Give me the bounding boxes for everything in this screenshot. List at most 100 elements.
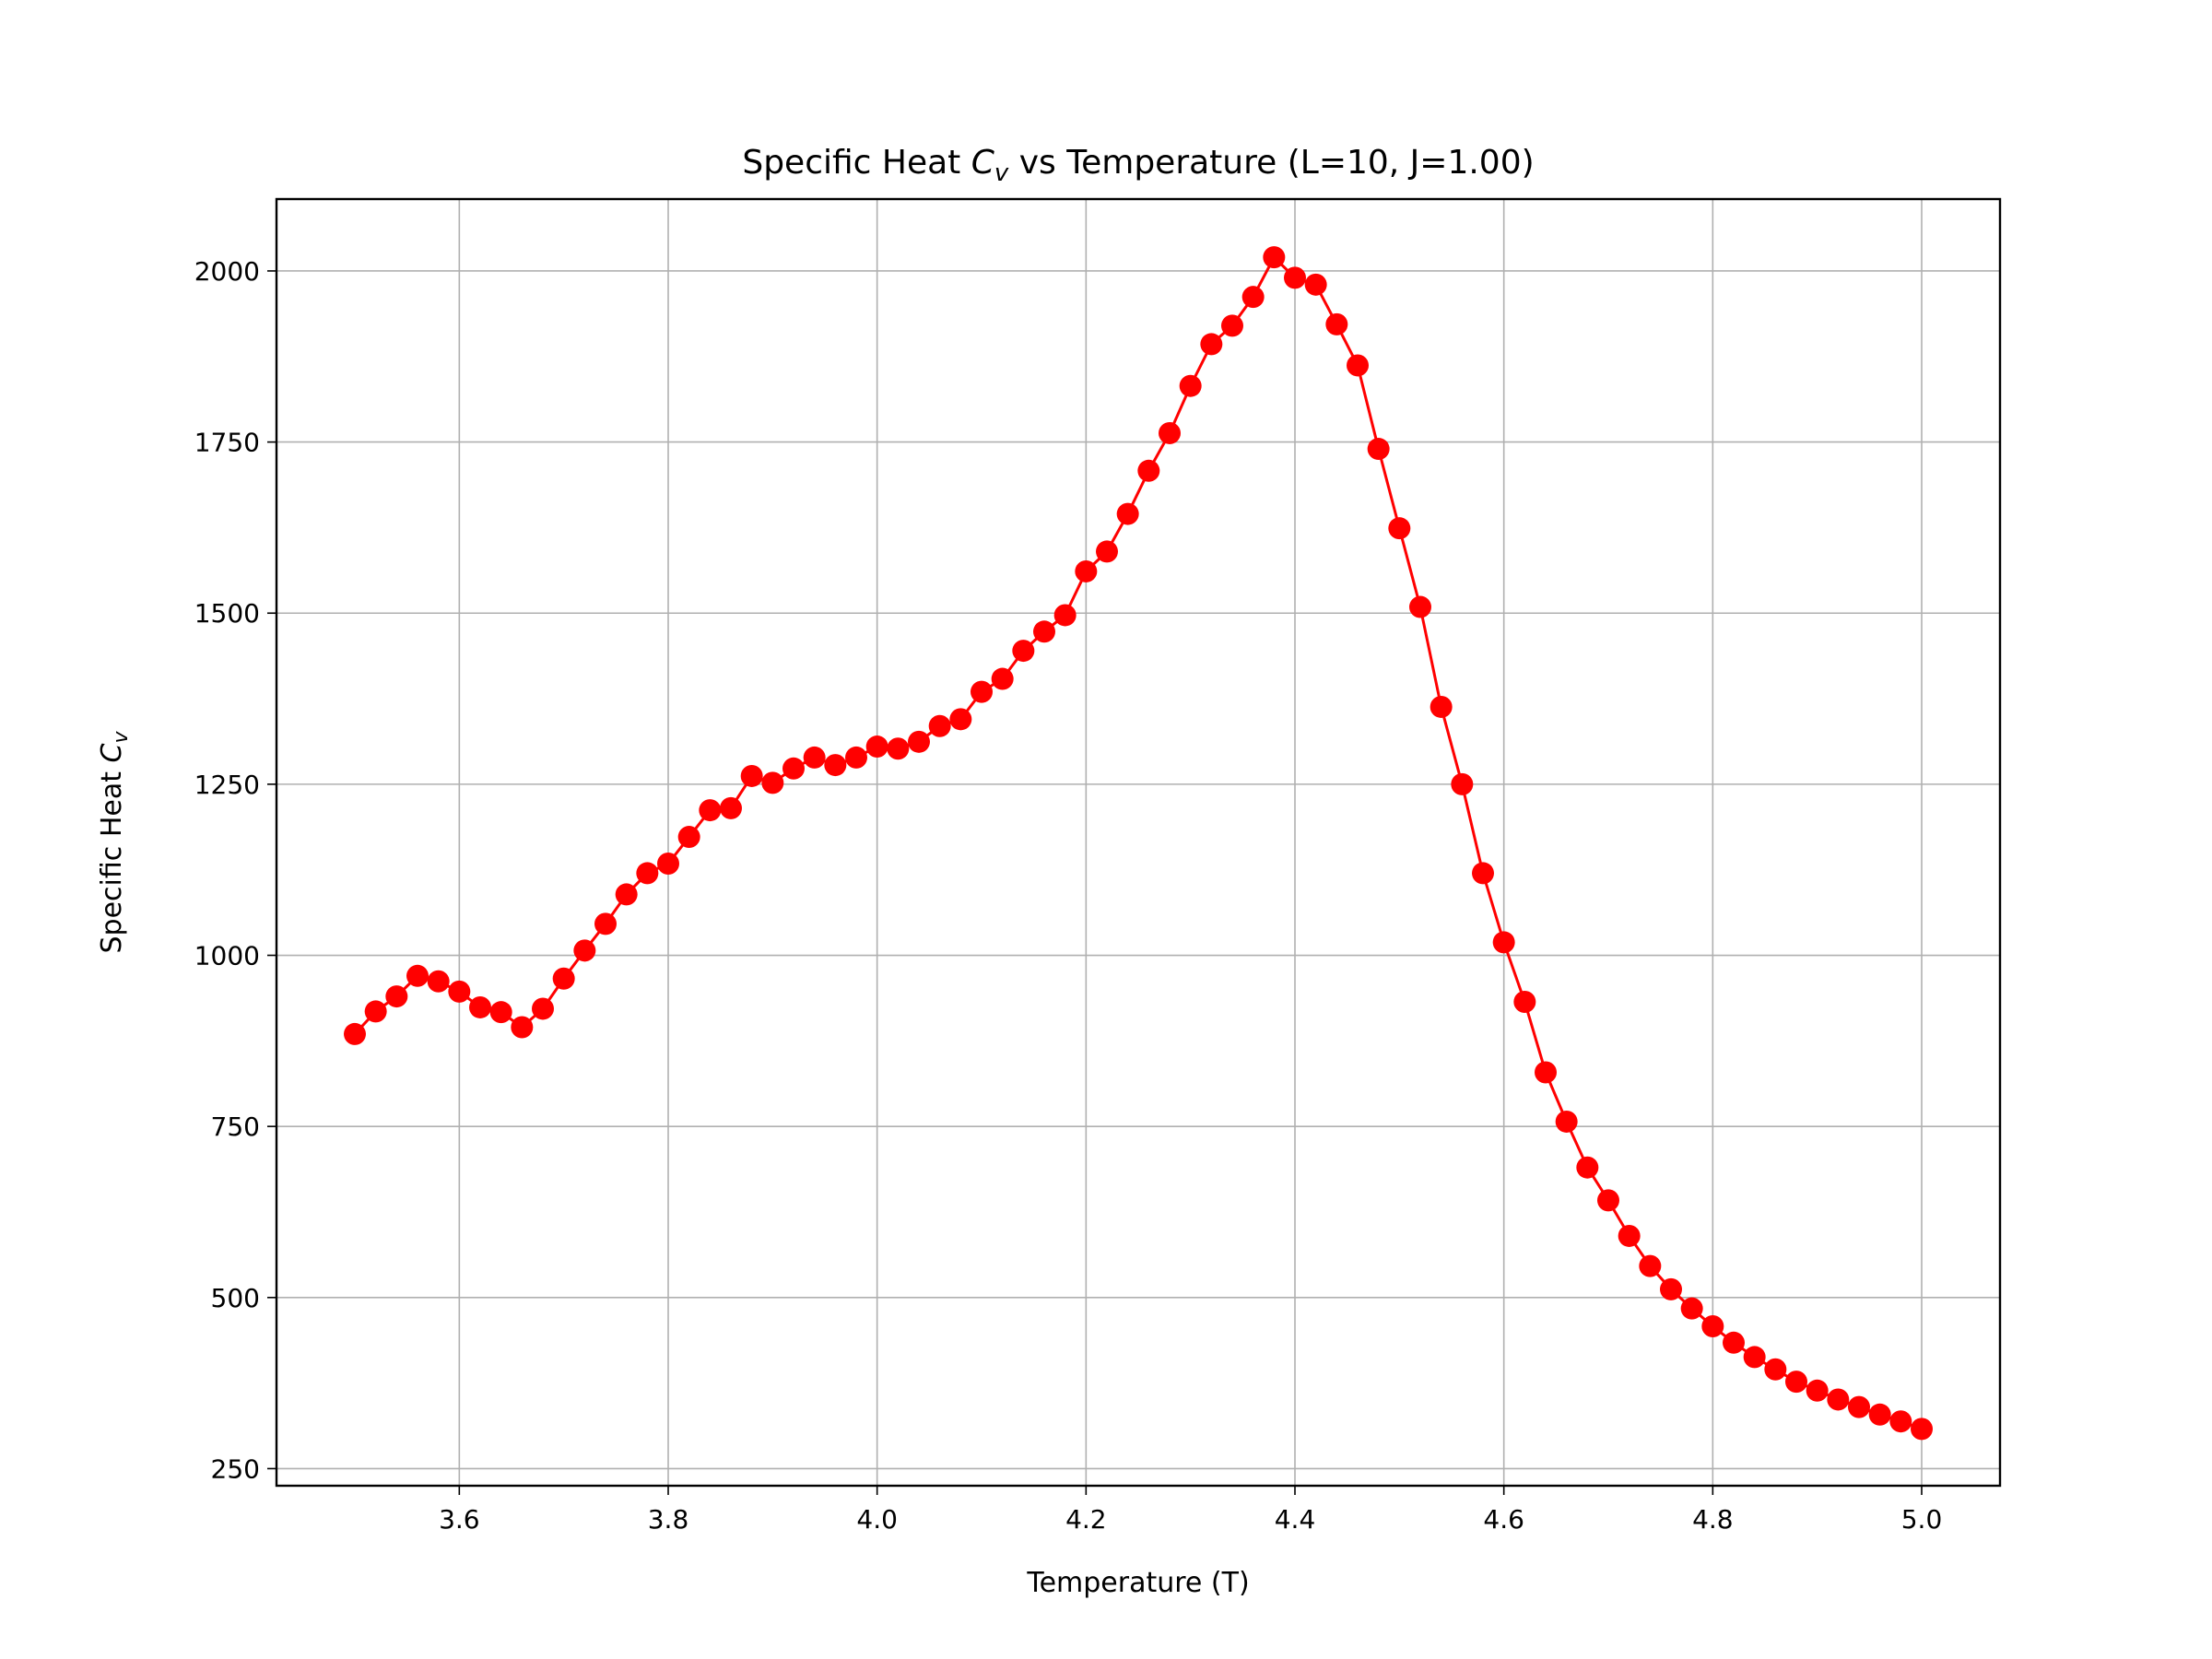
data-point xyxy=(1430,695,1453,718)
data-point xyxy=(971,680,993,703)
x-tick-label: 4.0 xyxy=(856,1504,898,1535)
data-point xyxy=(908,730,930,753)
data-point xyxy=(1012,640,1035,663)
data-point xyxy=(1075,559,1098,582)
ticks: 3.6 3.8 4.0 4.2 4.4 4.6 4.8 5.0 250 500 750 1000 125… xyxy=(194,256,1943,1535)
data-point xyxy=(1743,1346,1766,1369)
data-point xyxy=(1325,312,1348,335)
data-point xyxy=(824,754,847,777)
data-point xyxy=(1723,1331,1745,1354)
data-point xyxy=(677,826,700,849)
data-point xyxy=(1284,266,1306,289)
x-tick-label: 5.0 xyxy=(1901,1504,1943,1535)
data-point xyxy=(1367,438,1390,461)
y-axis-label: Specific Heat Cv xyxy=(96,731,133,954)
data-point xyxy=(364,1000,387,1023)
data-point xyxy=(1827,1388,1850,1411)
x-tick-label: 3.8 xyxy=(648,1504,689,1535)
data-point xyxy=(991,667,1014,690)
data-point xyxy=(928,714,951,737)
data-point xyxy=(636,862,659,885)
data-point xyxy=(1889,1410,1912,1433)
y-tick-label: 2000 xyxy=(194,256,260,287)
data-point xyxy=(615,883,638,906)
y-tick-label: 1750 xyxy=(194,428,260,458)
data-point xyxy=(1868,1403,1891,1426)
data-point xyxy=(1159,421,1181,444)
data-point xyxy=(1033,620,1055,643)
data-point xyxy=(740,764,763,787)
data-point xyxy=(1221,314,1243,337)
data-point xyxy=(1597,1189,1619,1212)
y-tick-label: 500 xyxy=(211,1283,260,1313)
data-point xyxy=(1492,931,1515,954)
x-tick-label: 4.4 xyxy=(1275,1504,1316,1535)
data-point xyxy=(552,967,575,990)
data-point xyxy=(761,771,784,794)
data-point xyxy=(657,853,679,876)
x-tick-label: 3.6 xyxy=(439,1504,480,1535)
data-point xyxy=(865,735,888,759)
data-point xyxy=(1513,991,1536,1014)
data-point xyxy=(1137,459,1160,482)
x-tick-label: 4.2 xyxy=(1065,1504,1107,1535)
data-point xyxy=(1639,1254,1662,1277)
data-point xyxy=(1806,1379,1829,1402)
chart-title: Specific Heat Cv vs Temperature (L=10, J… xyxy=(742,144,1534,187)
data-point xyxy=(1200,333,1223,356)
data-point xyxy=(1347,354,1369,377)
y-tick-label: 1000 xyxy=(194,941,260,971)
y-tick-label: 1250 xyxy=(194,770,260,800)
data-point xyxy=(720,796,742,819)
series-line xyxy=(353,254,1923,1430)
x-axis-label: Temperature (T) xyxy=(1026,1567,1249,1599)
data-point xyxy=(1848,1395,1870,1418)
data-point xyxy=(427,970,450,993)
data-point xyxy=(1451,772,1474,795)
data-point xyxy=(1701,1314,1724,1337)
series-layer xyxy=(344,246,1933,1441)
data-point xyxy=(1409,595,1431,618)
data-point xyxy=(469,995,491,1018)
grid xyxy=(276,199,2000,1486)
data-point xyxy=(699,799,722,822)
data-point xyxy=(1618,1224,1641,1247)
data-point xyxy=(1680,1297,1703,1320)
data-point xyxy=(1116,502,1139,525)
data-point xyxy=(1388,517,1411,540)
data-point xyxy=(1764,1358,1787,1381)
data-point xyxy=(489,1001,512,1024)
data-point xyxy=(594,912,617,935)
data-point xyxy=(845,746,867,769)
plot-frame xyxy=(275,197,2002,1488)
data-point xyxy=(803,746,826,769)
data-point xyxy=(1660,1277,1682,1300)
data-point xyxy=(1911,1418,1933,1441)
data-point xyxy=(406,964,429,987)
data-point xyxy=(1576,1156,1599,1179)
data-point xyxy=(1263,246,1286,269)
y-tick-label: 1500 xyxy=(194,598,260,629)
data-point xyxy=(887,737,910,760)
data-point xyxy=(949,708,972,731)
data-point xyxy=(532,997,554,1020)
data-point xyxy=(1304,273,1327,296)
data-point xyxy=(782,757,805,780)
data-point xyxy=(1535,1061,1557,1084)
data-point xyxy=(385,985,408,1008)
x-tick-label: 4.8 xyxy=(1692,1504,1734,1535)
data-point xyxy=(448,980,471,1003)
data-point xyxy=(1053,604,1077,627)
y-tick-label: 250 xyxy=(211,1453,260,1484)
data-point xyxy=(573,939,596,962)
data-point xyxy=(1096,540,1118,563)
x-tick-label: 4.6 xyxy=(1483,1504,1524,1535)
y-tick-label: 750 xyxy=(211,1112,260,1142)
data-point xyxy=(1472,862,1494,885)
data-point xyxy=(1179,374,1202,397)
data-point xyxy=(344,1022,366,1045)
data-point xyxy=(511,1016,534,1039)
data-point xyxy=(1241,286,1265,309)
